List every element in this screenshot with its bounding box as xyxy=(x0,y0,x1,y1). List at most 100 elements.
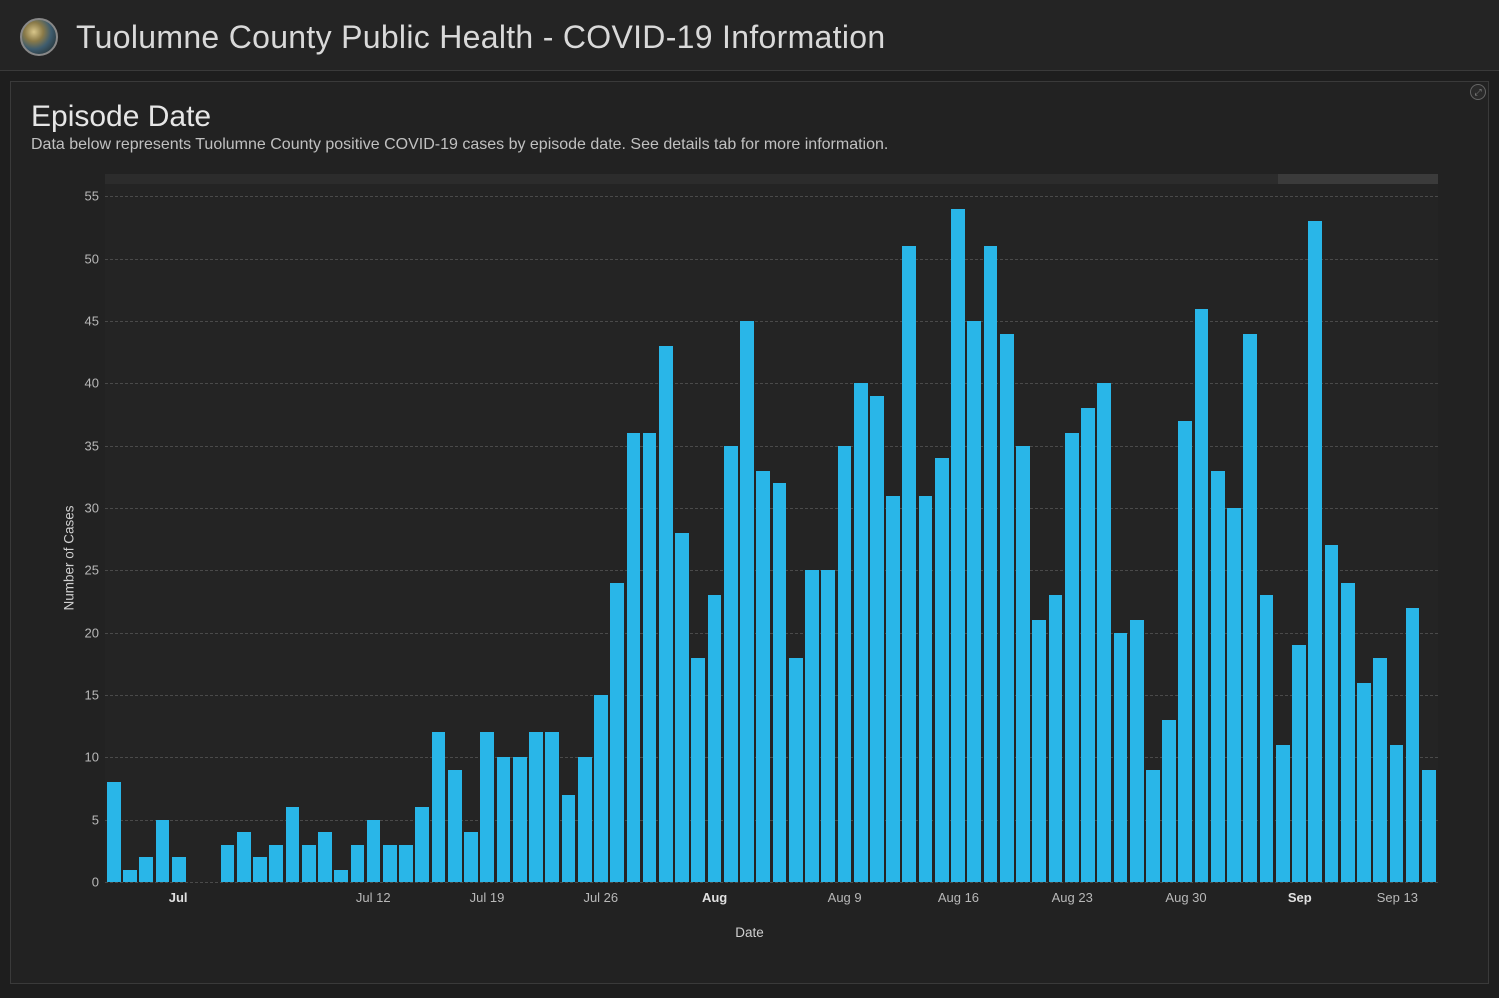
bar[interactable] xyxy=(513,757,527,882)
y-tick-label: 15 xyxy=(85,688,99,703)
bar[interactable] xyxy=(659,346,673,882)
bar[interactable] xyxy=(1016,446,1030,882)
bar[interactable] xyxy=(334,870,348,882)
bar[interactable] xyxy=(902,246,916,882)
x-tick-label: Sep xyxy=(1288,890,1312,905)
bar[interactable] xyxy=(1292,645,1306,882)
bar[interactable] xyxy=(789,658,803,882)
bar[interactable] xyxy=(967,321,981,882)
bar[interactable] xyxy=(935,458,949,882)
bar[interactable] xyxy=(756,471,770,882)
bar[interactable] xyxy=(562,795,576,882)
y-tick-label: 45 xyxy=(85,314,99,329)
bar[interactable] xyxy=(627,433,641,882)
x-axis: JulJul 12Jul 19Jul 26AugAug 9Aug 16Aug 2… xyxy=(105,890,1438,910)
bar[interactable] xyxy=(1114,633,1128,882)
bar[interactable] xyxy=(740,321,754,882)
bar[interactable] xyxy=(1000,334,1014,882)
bar[interactable] xyxy=(1373,658,1387,882)
panel-title: Episode Date xyxy=(31,100,1468,134)
bar[interactable] xyxy=(253,857,267,882)
bar[interactable] xyxy=(1390,745,1404,882)
bar[interactable] xyxy=(691,658,705,882)
bar[interactable] xyxy=(1325,545,1339,882)
bar[interactable] xyxy=(1097,383,1111,882)
scroll-track[interactable] xyxy=(105,174,1438,184)
plot-area xyxy=(105,184,1438,882)
x-axis-title: Date xyxy=(735,925,764,940)
bar[interactable] xyxy=(1081,408,1095,882)
bar[interactable] xyxy=(221,845,235,882)
bar[interactable] xyxy=(383,845,397,882)
bar[interactable] xyxy=(107,782,121,882)
bar[interactable] xyxy=(1308,221,1322,882)
bar[interactable] xyxy=(643,433,657,882)
bar[interactable] xyxy=(984,246,998,882)
bar[interactable] xyxy=(1422,770,1436,882)
panel-subtitle: Data below represents Tuolumne County po… xyxy=(31,136,1468,154)
bar[interactable] xyxy=(1341,583,1355,882)
bar[interactable] xyxy=(919,496,933,882)
bar[interactable] xyxy=(448,770,462,882)
bar[interactable] xyxy=(805,570,819,882)
bar[interactable] xyxy=(415,807,429,882)
bar[interactable] xyxy=(870,396,884,882)
scroll-thumb[interactable] xyxy=(1278,174,1438,184)
bar[interactable] xyxy=(1146,770,1160,882)
bar[interactable] xyxy=(529,732,543,882)
bar[interactable] xyxy=(1065,433,1079,882)
bar[interactable] xyxy=(172,857,186,882)
bar[interactable] xyxy=(1243,334,1257,882)
bar[interactable] xyxy=(1406,608,1420,882)
chart-area: Number of Cases 0510152025303540455055 J… xyxy=(31,174,1468,942)
bar[interactable] xyxy=(838,446,852,882)
bar[interactable] xyxy=(1276,745,1290,882)
bar[interactable] xyxy=(156,820,170,882)
bar[interactable] xyxy=(1357,683,1371,882)
bar[interactable] xyxy=(854,383,868,882)
bar[interactable] xyxy=(1227,508,1241,882)
bar[interactable] xyxy=(1178,421,1192,882)
y-tick-label: 25 xyxy=(85,563,99,578)
x-tick-label: Jul xyxy=(169,890,188,905)
bar[interactable] xyxy=(1195,309,1209,882)
bar[interactable] xyxy=(269,845,283,882)
expand-icon[interactable]: ⤢ xyxy=(1470,84,1486,100)
gridline xyxy=(105,882,1438,883)
bar[interactable] xyxy=(318,832,332,882)
bar[interactable] xyxy=(1162,720,1176,882)
bar[interactable] xyxy=(545,732,559,882)
page-title: Tuolumne County Public Health - COVID-19… xyxy=(76,19,885,56)
bar[interactable] xyxy=(708,595,722,882)
y-tick-label: 10 xyxy=(85,750,99,765)
bar[interactable] xyxy=(724,446,738,882)
bar[interactable] xyxy=(237,832,251,882)
bar[interactable] xyxy=(497,757,511,882)
bar[interactable] xyxy=(464,832,478,882)
bar[interactable] xyxy=(675,533,689,882)
bar[interactable] xyxy=(578,757,592,882)
bar[interactable] xyxy=(432,732,446,882)
bar[interactable] xyxy=(399,845,413,882)
bar[interactable] xyxy=(123,870,137,882)
y-tick-label: 40 xyxy=(85,376,99,391)
bar[interactable] xyxy=(773,483,787,882)
bar[interactable] xyxy=(1130,620,1144,882)
bar[interactable] xyxy=(1211,471,1225,882)
bar[interactable] xyxy=(286,807,300,882)
bar[interactable] xyxy=(951,209,965,882)
bar[interactable] xyxy=(821,570,835,882)
bar[interactable] xyxy=(1260,595,1274,882)
y-tick-label: 20 xyxy=(85,625,99,640)
bar[interactable] xyxy=(1049,595,1063,882)
bar[interactable] xyxy=(367,820,381,882)
bar[interactable] xyxy=(594,695,608,882)
bar[interactable] xyxy=(351,845,365,882)
bar[interactable] xyxy=(1032,620,1046,882)
bar[interactable] xyxy=(610,583,624,882)
x-tick-label: Aug 16 xyxy=(938,890,979,905)
bar[interactable] xyxy=(480,732,494,882)
bar[interactable] xyxy=(302,845,316,882)
bar[interactable] xyxy=(886,496,900,882)
bar[interactable] xyxy=(139,857,153,882)
